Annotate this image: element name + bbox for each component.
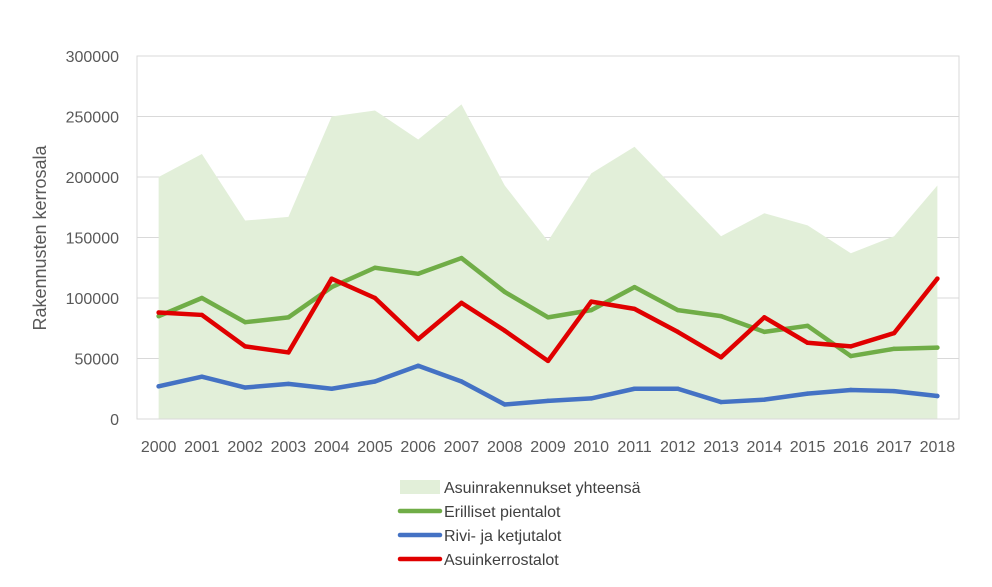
- data-point-asuinkerrostalot: [372, 295, 378, 301]
- data-point-rivi-ja-ketjutalot: [156, 384, 161, 389]
- x-tick-label: 2013: [703, 439, 739, 456]
- data-point-erilliset-pientalot: [675, 307, 680, 313]
- legend-label: Asuinkerrostalot: [444, 552, 559, 569]
- plot-frame: [136, 55, 960, 420]
- data-point-erilliset-pientalot: [718, 313, 724, 319]
- data-point-rivi-ja-ketjutalot: [545, 398, 551, 404]
- data-point-asuinkerrostalot: [935, 276, 940, 281]
- data-point-asuinkerrostalot: [502, 328, 507, 333]
- data-point-rivi-ja-ketjutalot: [935, 393, 940, 399]
- data-point-erilliset-pientalot: [589, 307, 594, 313]
- data-point-erilliset-pientalot: [632, 284, 637, 290]
- x-tick-label: 2016: [833, 439, 869, 456]
- lines-layer: [156, 255, 940, 407]
- x-tick-label: 2000: [141, 439, 177, 456]
- x-tick-label: 2002: [227, 439, 263, 456]
- x-tick-label: 2012: [660, 439, 696, 456]
- data-point-rivi-ja-ketjutalot: [805, 391, 810, 396]
- data-point-rivi-ja-ketjutalot: [416, 363, 421, 368]
- y-tick-label: 250000: [66, 110, 119, 127]
- data-point-asuinkerrostalot: [156, 310, 161, 315]
- data-point-rivi-ja-ketjutalot: [718, 399, 724, 405]
- data-point-rivi-ja-ketjutalot: [762, 397, 767, 402]
- y-tick-label: 50000: [75, 352, 120, 369]
- data-point-erilliset-pientalot: [891, 346, 897, 352]
- data-point-rivi-ja-ketjutalot: [848, 387, 854, 393]
- data-point-rivi-ja-ketjutalot: [632, 386, 637, 391]
- x-tick-label: 2004: [314, 439, 350, 456]
- data-point-rivi-ja-ketjutalot: [502, 402, 507, 407]
- x-tick-label: 2003: [271, 439, 307, 456]
- x-tick-label: 2015: [790, 439, 826, 456]
- x-tick-label: 2014: [747, 439, 783, 456]
- x-tick-label: 2017: [876, 439, 912, 456]
- data-point-asuinkerrostalot: [199, 312, 205, 318]
- x-tick-label: 2009: [530, 439, 566, 456]
- x-tick-label: 2001: [184, 439, 220, 456]
- x-axis-tick-labels: 2000 2001 2002 2003 2004 2005 2006 2007 2008 2009…: [141, 439, 955, 456]
- legend-label: Asuinrakennukset yhteensä: [444, 480, 641, 497]
- data-point-erilliset-pientalot: [545, 315, 551, 320]
- data-point-erilliset-pientalot: [416, 271, 421, 276]
- data-point-rivi-ja-ketjutalot: [459, 379, 464, 384]
- data-point-asuinkerrostalot: [416, 336, 421, 342]
- data-point-asuinkerrostalot: [891, 330, 897, 336]
- data-point-erilliset-pientalot: [372, 265, 378, 270]
- legend: Asuinrakennukset yhteensä Erilliset pient…: [397, 480, 641, 569]
- data-point-asuinkerrostalot: [805, 340, 810, 345]
- data-point-rivi-ja-ketjutalot: [589, 396, 594, 401]
- data-point-asuinkerrostalot: [242, 344, 248, 349]
- y-axis-title: Rakennusten kerrosala: [30, 144, 50, 330]
- data-point-erilliset-pientalot: [805, 323, 810, 329]
- data-point-asuinkerrostalot: [329, 276, 334, 281]
- y-tick-label: 300000: [66, 49, 119, 66]
- x-tick-label: 2011: [617, 439, 652, 456]
- y-tick-label: 200000: [66, 170, 119, 187]
- x-tick-label: 2010: [573, 439, 609, 456]
- data-point-erilliset-pientalot: [286, 315, 291, 320]
- data-point-rivi-ja-ketjutalot: [329, 386, 334, 391]
- data-point-asuinkerrostalot: [459, 300, 464, 306]
- data-point-asuinkerrostalot: [848, 344, 854, 349]
- data-point-asuinkerrostalot: [762, 315, 767, 320]
- data-point-erilliset-pientalot: [459, 255, 464, 261]
- data-point-asuinkerrostalot: [589, 299, 594, 304]
- data-point-erilliset-pientalot: [242, 320, 248, 325]
- data-point-asuinkerrostalot: [632, 306, 637, 312]
- legend-swatch: [400, 480, 440, 494]
- data-point-asuinkerrostalot: [286, 350, 291, 355]
- data-point-rivi-ja-ketjutalot: [286, 381, 291, 387]
- data-point-erilliset-pientalot: [848, 353, 854, 359]
- x-tick-label: 2018: [920, 439, 956, 456]
- data-point-erilliset-pientalot: [329, 284, 334, 290]
- legend-label: Rivi- ja ketjutalot: [444, 528, 562, 545]
- data-point-asuinkerrostalot: [675, 329, 680, 335]
- x-tick-label: 2007: [444, 439, 480, 456]
- y-tick-label: 100000: [66, 291, 119, 308]
- data-point-asuinkerrostalot: [718, 355, 724, 360]
- x-tick-label: 2006: [400, 439, 436, 456]
- y-tick-label: 150000: [66, 231, 119, 248]
- data-point-rivi-ja-ketjutalot: [675, 386, 680, 391]
- data-point-erilliset-pientalot: [762, 329, 767, 335]
- data-point-rivi-ja-ketjutalot: [199, 374, 205, 379]
- data-point-rivi-ja-ketjutalot: [891, 388, 897, 394]
- data-point-erilliset-pientalot: [502, 289, 507, 295]
- data-point-asuinkerrostalot: [545, 358, 551, 364]
- y-tick-label: 0: [110, 412, 119, 429]
- data-point-erilliset-pientalot: [199, 295, 205, 301]
- x-tick-label: 2005: [357, 439, 393, 456]
- data-point-rivi-ja-ketjutalot: [242, 385, 248, 390]
- legend-label: Erilliset pientalot: [444, 504, 561, 521]
- y-axis-tick-labels: 0 50000 100000 150000 200000 250000 300000: [66, 49, 119, 429]
- x-tick-label: 2008: [487, 439, 523, 456]
- data-point-erilliset-pientalot: [156, 313, 161, 319]
- data-point-rivi-ja-ketjutalot: [372, 379, 378, 384]
- data-point-erilliset-pientalot: [935, 345, 940, 350]
